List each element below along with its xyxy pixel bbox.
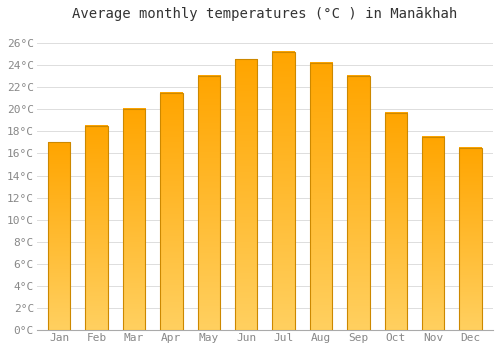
Bar bbox=[272, 52, 295, 330]
Bar bbox=[48, 142, 70, 330]
Bar bbox=[235, 60, 258, 330]
Bar bbox=[384, 112, 407, 330]
Title: Average monthly temperatures (°C ) in Manākhah: Average monthly temperatures (°C ) in Ma… bbox=[72, 7, 458, 21]
Bar bbox=[460, 148, 482, 330]
Bar bbox=[310, 63, 332, 330]
Bar bbox=[422, 137, 444, 330]
Bar bbox=[123, 109, 145, 330]
Bar bbox=[86, 126, 108, 330]
Bar bbox=[160, 93, 182, 330]
Bar bbox=[198, 76, 220, 330]
Bar bbox=[347, 76, 370, 330]
